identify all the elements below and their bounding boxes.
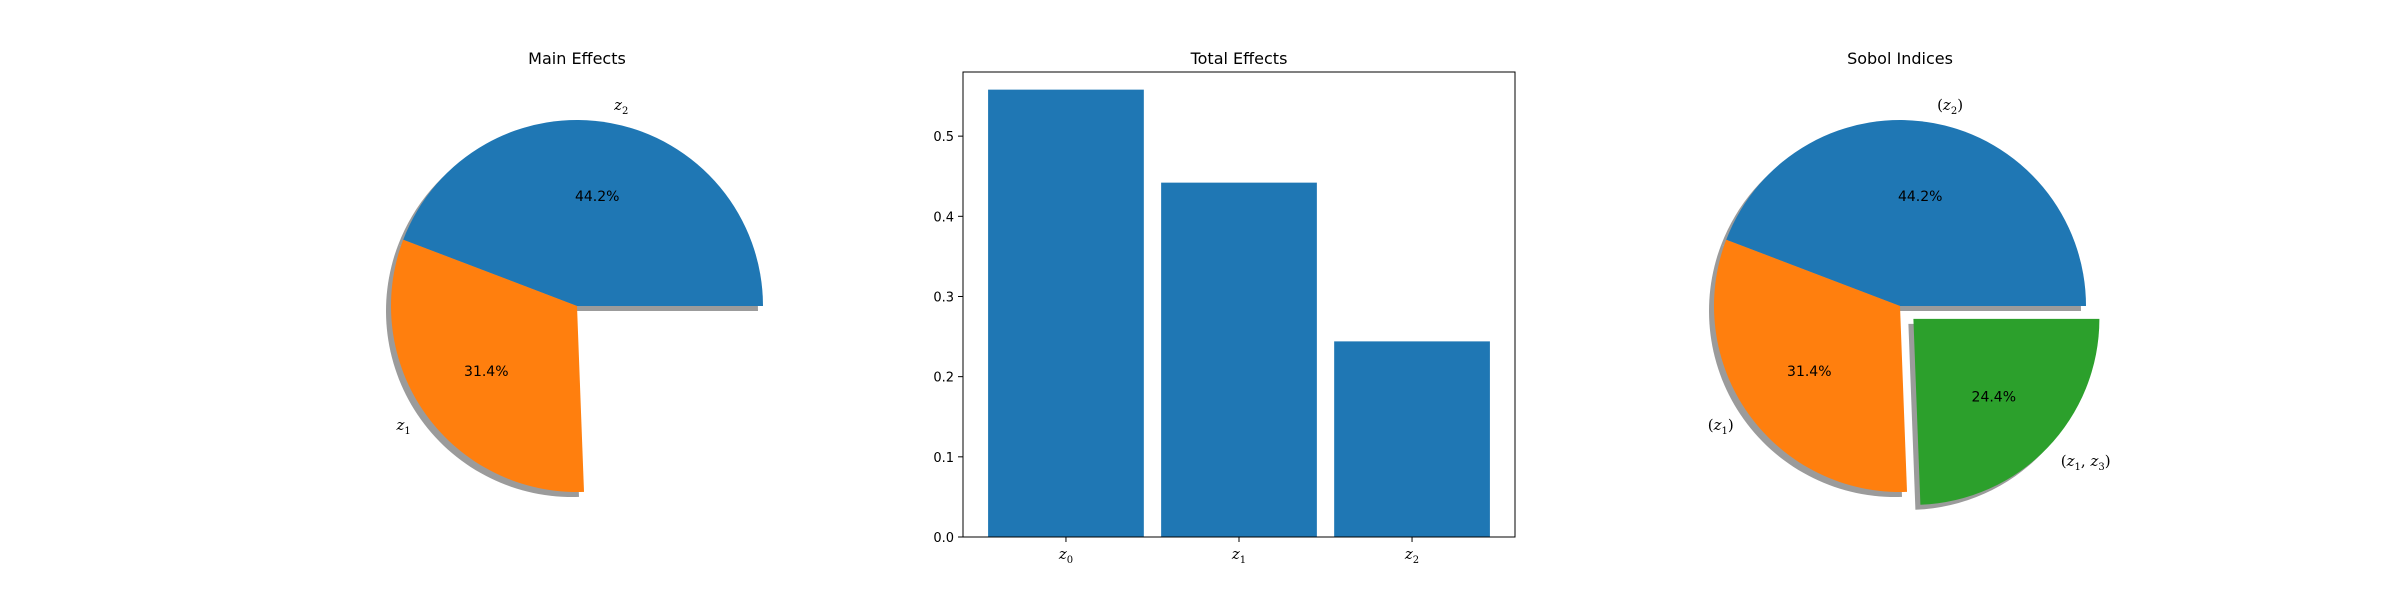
plot-frame	[962, 71, 1516, 538]
sobol-indices-pct-label: 31.4%	[1787, 364, 1831, 380]
x-tick-label-z-1: z1​	[1231, 545, 1246, 566]
x-tick-label-z-0: z0​	[1058, 545, 1073, 566]
main-effects-category-label: z1​	[395, 416, 410, 437]
bar-z-0	[988, 89, 1144, 537]
main-effects-pie-chart: Main Effects 44.2% z2​ 31.4% z1​	[386, 49, 763, 497]
sobol-indices-slice-z-1-z-3	[1913, 318, 2100, 505]
y-tick-label: 0.5	[933, 130, 954, 145]
y-tick-label: 0.1	[933, 451, 954, 466]
main-effects-title: Main Effects	[528, 49, 626, 68]
sobol-indices-slice-z-1	[1714, 239, 1908, 492]
main-effects-slice-z-2	[403, 120, 763, 306]
x-tick-label-z-2: z2​	[1404, 545, 1419, 566]
total-effects-title: Total Effects	[1190, 49, 1288, 68]
main-effects-pct-label: 44.2%	[575, 189, 619, 205]
main-effects-slice-z-1	[391, 239, 585, 492]
bar-z-2	[1334, 341, 1490, 537]
sobol-indices-pct-label: 44.2%	[1898, 189, 1942, 205]
sobol-indices-category-label: (z2​)	[1937, 96, 1963, 117]
sobol-indices-pct-label: 24.4%	[1972, 389, 2016, 405]
main-effects-pct-label: 31.4%	[464, 364, 508, 380]
y-tick-label: 0.2	[933, 371, 954, 386]
sobol-indices-category-label: (z1​, z3​)	[2061, 452, 2111, 473]
main-effects-category-label: z2​	[613, 96, 628, 117]
y-tick-label: 0.3	[933, 290, 954, 305]
total-effects-bar-chart: Total Effects z0​ z1​ z2​ 0.0 0.1 0.2 0.3 0.4 0.5	[933, 49, 1516, 566]
y-tick-label: 0.4	[933, 210, 954, 225]
sobol-indices-category-label: (z1​)	[1708, 416, 1734, 437]
sobol-indices-title: Sobol Indices	[1847, 49, 1953, 68]
sobol-indices-pie-chart: Sobol Indices 44.2% (z2​) 31.4% (z1​) 24.4% (z…	[1708, 49, 2111, 510]
y-tick-label: 0.0	[933, 531, 954, 546]
bar-z-1	[1161, 182, 1317, 537]
sobol-indices-slice-z-2	[1726, 119, 2086, 307]
